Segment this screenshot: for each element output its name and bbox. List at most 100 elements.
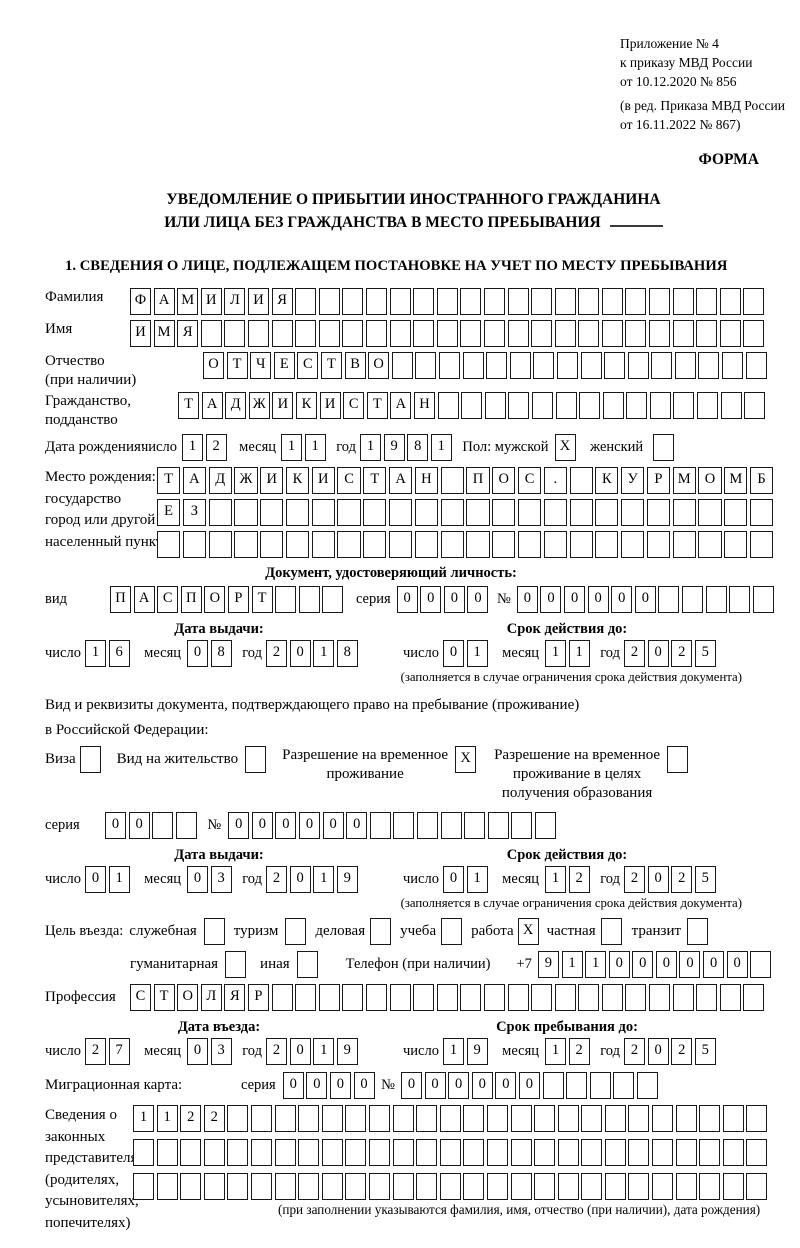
char-cell[interactable]	[460, 320, 482, 347]
char-cell[interactable]	[295, 288, 317, 315]
char-cell[interactable]	[636, 1072, 658, 1099]
char-cell[interactable]	[416, 812, 438, 839]
char-cell[interactable]	[274, 1105, 296, 1132]
char-cell[interactable]: К	[295, 392, 317, 419]
char-cell[interactable]: 3	[210, 1038, 232, 1065]
char-cell[interactable]	[510, 1105, 532, 1132]
char-cell[interactable]: 8	[210, 640, 232, 667]
char-cell[interactable]	[389, 320, 411, 347]
char-cell[interactable]	[722, 352, 744, 379]
char-cell[interactable]	[649, 320, 671, 347]
char-cell[interactable]	[646, 531, 671, 558]
char-cell[interactable]: 0	[346, 812, 368, 839]
char-cell[interactable]	[604, 1173, 626, 1200]
char-cell[interactable]	[729, 586, 751, 613]
char-cell[interactable]: 0	[647, 640, 669, 667]
char-cell[interactable]	[250, 1105, 272, 1132]
char-cell[interactable]: С	[297, 352, 319, 379]
char-cell[interactable]	[486, 1105, 508, 1132]
char-cell[interactable]: И	[200, 288, 222, 315]
char-cell[interactable]: 0	[518, 1072, 540, 1099]
char-cell[interactable]: А	[133, 586, 155, 613]
char-cell[interactable]: Н	[413, 392, 435, 419]
char-cell[interactable]	[743, 288, 765, 315]
char-cell[interactable]	[533, 352, 555, 379]
char-cell[interactable]: 0	[289, 1038, 311, 1065]
purpose-business-checkbox[interactable]	[370, 918, 392, 945]
char-cell[interactable]	[156, 1139, 178, 1166]
char-cell[interactable]: 0	[322, 812, 344, 839]
char-cell[interactable]	[699, 1105, 721, 1132]
char-cell[interactable]: 9	[537, 951, 559, 978]
char-cell[interactable]: И	[319, 392, 341, 419]
char-cell[interactable]	[534, 812, 556, 839]
char-cell[interactable]: О	[492, 467, 516, 494]
char-cell[interactable]	[182, 531, 206, 558]
char-cell[interactable]: 1	[304, 434, 326, 461]
char-cell[interactable]	[200, 320, 222, 347]
char-cell[interactable]	[534, 1139, 556, 1166]
purpose-official-checkbox[interactable]	[203, 918, 225, 945]
char-cell[interactable]	[509, 352, 531, 379]
char-cell[interactable]	[311, 499, 335, 526]
char-cell[interactable]	[413, 288, 435, 315]
char-cell[interactable]: 0	[647, 866, 669, 893]
char-cell[interactable]: 1	[585, 951, 607, 978]
char-cell[interactable]	[345, 1105, 367, 1132]
char-cell[interactable]: А	[182, 467, 206, 494]
char-cell[interactable]: П	[110, 586, 131, 613]
char-cell[interactable]: 0	[471, 1072, 493, 1099]
char-cell[interactable]: У	[621, 467, 645, 494]
char-cell[interactable]	[298, 1173, 320, 1200]
char-cell[interactable]	[578, 288, 600, 315]
char-cell[interactable]	[556, 352, 578, 379]
char-cell[interactable]	[460, 984, 482, 1011]
char-cell[interactable]	[534, 1173, 556, 1200]
char-cell[interactable]: 1	[108, 866, 130, 893]
rvp-checkbox[interactable]: X	[455, 746, 477, 773]
char-cell[interactable]	[719, 984, 741, 1011]
char-cell[interactable]: Ф	[130, 288, 151, 315]
char-cell[interactable]	[628, 1105, 650, 1132]
char-cell[interactable]	[543, 499, 567, 526]
char-cell[interactable]: 0	[448, 1072, 470, 1099]
char-cell[interactable]: Л	[224, 288, 246, 315]
char-cell[interactable]	[486, 1173, 508, 1200]
char-cell[interactable]	[626, 392, 648, 419]
char-cell[interactable]: 0	[105, 812, 126, 839]
char-cell[interactable]: 0	[655, 951, 677, 978]
char-cell[interactable]	[486, 1139, 508, 1166]
purpose-private-checkbox[interactable]	[600, 918, 622, 945]
char-cell[interactable]	[484, 392, 506, 419]
char-cell[interactable]: 1	[313, 866, 335, 893]
char-cell[interactable]: Т	[153, 984, 175, 1011]
char-cell[interactable]: М	[724, 467, 748, 494]
char-cell[interactable]: Т	[157, 467, 181, 494]
char-cell[interactable]: С	[157, 586, 179, 613]
char-cell[interactable]	[392, 1173, 414, 1200]
char-cell[interactable]: 3	[210, 866, 232, 893]
char-cell[interactable]: 2	[266, 1038, 287, 1065]
char-cell[interactable]	[543, 531, 567, 558]
char-cell[interactable]: 5	[694, 866, 716, 893]
char-cell[interactable]: М	[153, 320, 175, 347]
char-cell[interactable]	[363, 499, 387, 526]
char-cell[interactable]	[698, 531, 722, 558]
char-cell[interactable]: 0	[353, 1072, 375, 1099]
char-cell[interactable]	[749, 531, 774, 558]
char-cell[interactable]: 1	[430, 434, 452, 461]
char-cell[interactable]	[699, 1139, 721, 1166]
char-cell[interactable]	[595, 499, 619, 526]
char-cell[interactable]	[531, 984, 553, 1011]
char-cell[interactable]	[613, 1072, 635, 1099]
purpose-other-checkbox[interactable]	[296, 951, 318, 978]
char-cell[interactable]: Т	[366, 392, 388, 419]
char-cell[interactable]	[604, 1139, 626, 1166]
purpose-study-checkbox[interactable]	[441, 918, 463, 945]
char-cell[interactable]: А	[201, 392, 223, 419]
char-cell[interactable]	[743, 984, 765, 1011]
char-cell[interactable]	[752, 586, 774, 613]
char-cell[interactable]	[507, 320, 529, 347]
char-cell[interactable]	[580, 352, 602, 379]
char-cell[interactable]	[247, 320, 269, 347]
